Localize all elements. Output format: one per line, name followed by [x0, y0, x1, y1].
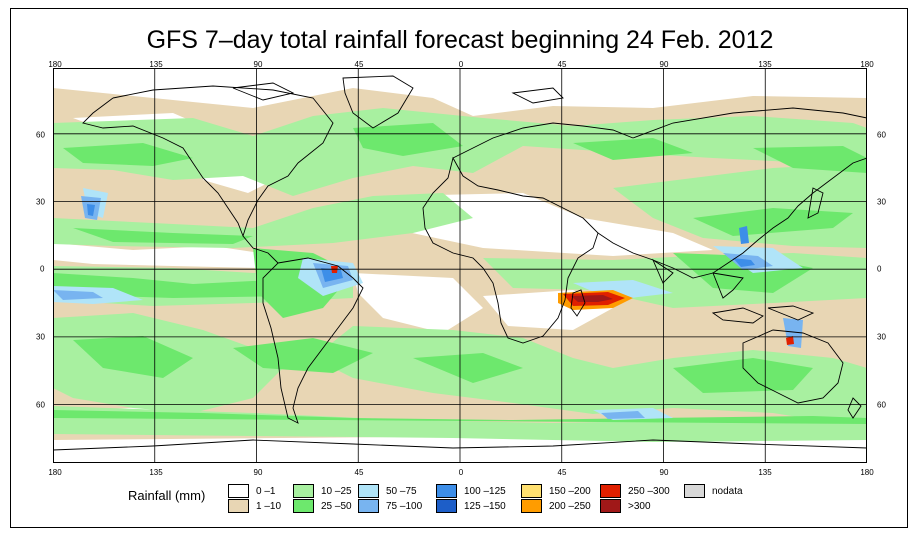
- legend-item: 1 –10: [228, 499, 281, 513]
- legend-label: 1 –10: [256, 500, 282, 512]
- legend-item: 250 –300: [600, 484, 670, 498]
- lat-tick-left: 60: [36, 130, 45, 140]
- lat-tick-right: 30: [877, 332, 886, 342]
- legend-swatch: [293, 484, 314, 498]
- graticule: [53, 68, 867, 463]
- lat-tick-right: 60: [877, 400, 886, 410]
- lon-tick-bottom: 135: [149, 468, 163, 477]
- lon-tick-top: 135: [149, 60, 163, 69]
- legend-label: 200 –250: [549, 500, 591, 512]
- legend-swatch: [228, 484, 249, 498]
- lon-tick-bottom: 0: [458, 468, 464, 477]
- legend-label: nodata: [712, 485, 743, 497]
- legend-label: 150 –200: [549, 485, 591, 497]
- legend-item: 50 –75: [358, 484, 417, 498]
- lat-tick-left: 30: [36, 332, 45, 342]
- legend-swatch: [436, 484, 457, 498]
- legend-label: 75 –100: [386, 500, 423, 512]
- lon-tick-bottom: 90: [253, 468, 263, 477]
- map-border: [53, 68, 867, 463]
- legend-swatch: [600, 499, 621, 513]
- legend-label: 10 –25: [321, 485, 352, 497]
- lon-tick-top: 180: [48, 60, 62, 69]
- coastlines: [53, 75, 867, 451]
- lat-tick-left: 0: [40, 264, 45, 274]
- legend-swatch: [521, 499, 542, 513]
- legend-item: >300: [600, 499, 651, 513]
- lat-tick-right: 60: [877, 130, 886, 140]
- legend-label: 125 –150: [464, 500, 506, 512]
- legend-swatch: [228, 499, 249, 513]
- legend-swatch: [358, 484, 379, 498]
- legend-swatch: [600, 484, 621, 498]
- legend-item: 10 –25: [293, 484, 352, 498]
- figure-frame: [10, 8, 908, 528]
- legend-swatch: [521, 484, 542, 498]
- rain-extreme-areas: [331, 266, 794, 345]
- lat-tick-left: 30: [36, 197, 45, 207]
- legend-swatch: [293, 499, 314, 513]
- lon-tick-bottom: 135: [758, 468, 772, 477]
- lon-tick-top: 135: [758, 60, 772, 69]
- rainfall-map: [53, 68, 867, 463]
- legend-label: 0 –1: [256, 485, 276, 497]
- legend-swatch: [436, 499, 457, 513]
- lon-tick-bottom: 180: [860, 468, 874, 477]
- legend-label: 25 –50: [321, 500, 352, 512]
- legend-title: Rainfall (mm): [128, 488, 206, 503]
- legend-item: nodata: [684, 484, 743, 498]
- legend-item: 0 –1: [228, 484, 275, 498]
- legend-item: 125 –150: [436, 499, 506, 513]
- legend-swatch: [358, 499, 379, 513]
- legend-item: 75 –100: [358, 499, 422, 513]
- lat-tick-right: 30: [877, 197, 886, 207]
- legend-item: 100 –125: [436, 484, 506, 498]
- lon-tick-top: 90: [659, 60, 669, 69]
- lon-tick-bottom: 45: [557, 468, 567, 477]
- legend-label: >300: [628, 500, 651, 512]
- lat-tick-right: 0: [877, 264, 882, 274]
- lat-tick-left: 60: [36, 400, 45, 410]
- lon-tick-bottom: 180: [48, 468, 62, 477]
- lon-tick-bottom: 90: [659, 468, 669, 477]
- lon-tick-top: 90: [253, 60, 263, 69]
- lon-tick-top: 0: [458, 60, 464, 69]
- legend-label: 50 –75: [386, 485, 417, 497]
- legend-item: 25 –50: [293, 499, 352, 513]
- legend-item: 150 –200: [521, 484, 591, 498]
- rain-100-150-areas: [87, 204, 755, 282]
- lon-tick-bottom: 45: [354, 468, 364, 477]
- lon-tick-top: 45: [557, 60, 567, 69]
- lon-tick-top: 180: [860, 60, 874, 69]
- legend-item: 200 –250: [521, 499, 591, 513]
- legend-label: 250 –300: [628, 485, 670, 497]
- legend-label: 100 –125: [464, 485, 506, 497]
- legend-swatch: [684, 484, 705, 498]
- lon-tick-top: 45: [354, 60, 364, 69]
- map-title: GFS 7–day total rainfall forecast beginn…: [146, 26, 774, 54]
